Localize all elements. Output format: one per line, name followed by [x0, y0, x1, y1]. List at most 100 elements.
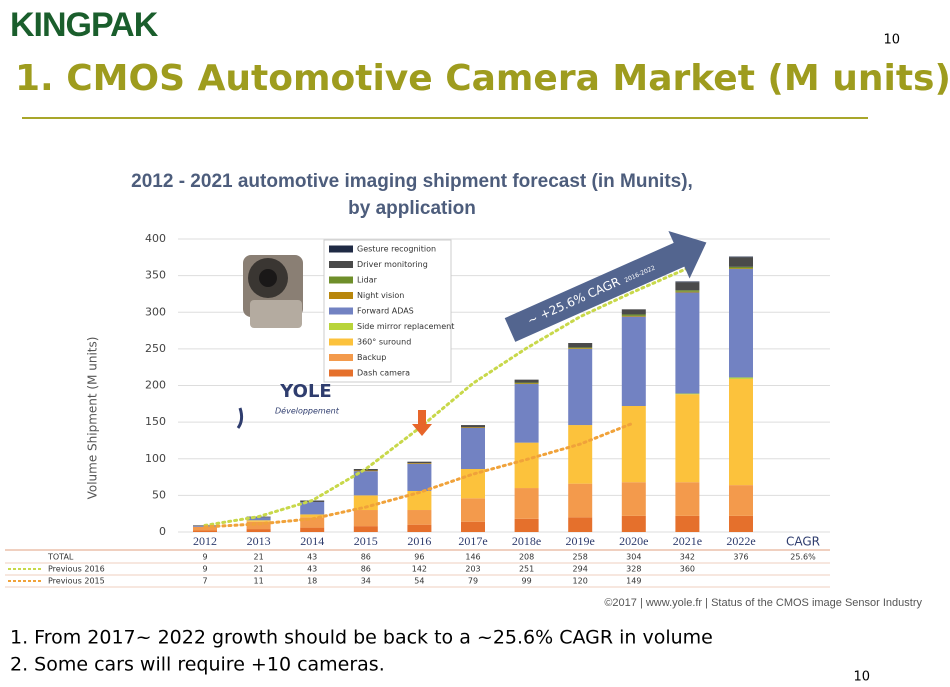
bullet: 2. Some cars will require +10 cameras. [10, 654, 385, 676]
legend-label: Backup [357, 353, 386, 362]
bar-segment [514, 488, 539, 519]
y-tick-label: 0 [159, 525, 166, 538]
bar-segment [729, 377, 753, 379]
bar-segment [193, 530, 217, 532]
y-tick-label: 400 [145, 232, 166, 245]
table-cell: 96 [414, 553, 424, 562]
bar-segment [407, 524, 432, 532]
bar-segment [514, 382, 539, 384]
bar-segment [729, 485, 753, 516]
bar-segment [729, 256, 753, 258]
legend-swatch [329, 354, 353, 361]
legend-swatch [329, 323, 353, 330]
x-tick-label: 2020e [619, 534, 648, 548]
bullet: 1. From 2017~ 2022 growth should be back… [10, 627, 713, 649]
bar-segment [621, 406, 646, 483]
bar-segment [568, 348, 593, 349]
bar-segment [246, 521, 271, 530]
bar-segment [461, 427, 485, 470]
chart-title: 2012 - 2021 automotive imaging shipment … [131, 171, 693, 192]
brand-sub: Développement [275, 406, 340, 416]
previous-forecast-line [203, 421, 636, 529]
bar-segment [675, 394, 700, 483]
bar-segment [729, 268, 753, 270]
table-cell: 7 [202, 577, 207, 586]
bar-segment [675, 282, 700, 291]
legend-swatch [329, 369, 353, 377]
x-tick-label: 2015 [354, 534, 378, 548]
bar-segment [568, 348, 593, 426]
legend-label: Forward ADAS [357, 307, 414, 316]
bar-segment [300, 527, 325, 532]
y-tick-label: 200 [145, 379, 166, 392]
x-tick-label: 2018e [512, 534, 541, 548]
x-tick-label: 2014 [300, 534, 324, 548]
legend-label: Dash camera [357, 369, 410, 378]
bar-segment [461, 521, 485, 532]
previous-forecast-line [203, 266, 689, 527]
bar-segment [246, 517, 271, 521]
legend-swatch [329, 245, 353, 253]
x-tick-label: 2016 [407, 534, 431, 548]
table-cell: 86 [361, 565, 371, 574]
bar-segment [246, 520, 271, 522]
x-tick-label: 2019e [566, 534, 595, 548]
footer-page-number: 10 [853, 670, 870, 684]
table-cell: 43 [307, 553, 317, 562]
table-cell: 9 [202, 565, 207, 574]
y-tick-label: 250 [145, 342, 166, 355]
bar-segment [193, 526, 217, 531]
page-number: 10 [883, 33, 900, 48]
bar-segment [568, 425, 593, 484]
y-axis-label: Volume Shipment (M units) [86, 337, 100, 500]
bar-segment [568, 517, 593, 532]
bar-segment [407, 490, 432, 511]
table-cell: 376 [733, 553, 748, 562]
bar-segment [675, 292, 700, 394]
bar-segment [729, 257, 753, 267]
bar-segment [729, 269, 753, 378]
table-cell: 9 [202, 553, 207, 562]
bar-segment [353, 510, 378, 527]
slide-title: 1. CMOS Automotive Camera Market (M unit… [15, 58, 950, 99]
table-cell: 21 [254, 565, 264, 574]
chart-subtitle: by application [348, 198, 476, 219]
table-cell: 251 [519, 565, 534, 574]
row-label: Previous 2016 [48, 565, 105, 574]
legend-label: Lidar [357, 276, 378, 285]
table-cell: 34 [361, 577, 371, 586]
bar-segment [675, 291, 700, 293]
table-cell: 18 [307, 577, 317, 586]
legend-label: Driver monitoring [357, 260, 428, 269]
table-cell: 21 [254, 553, 264, 562]
bar-segment [675, 515, 700, 532]
bar-segment [514, 442, 539, 489]
table-cell: 120 [573, 577, 588, 586]
x-tick-label: 2022e [726, 534, 755, 548]
bar-segment [568, 347, 593, 349]
y-tick-label: 350 [145, 269, 166, 282]
bar-segment [621, 316, 646, 407]
bar-segment [621, 482, 646, 516]
table-cell: 294 [573, 565, 588, 574]
table-cell: 304 [626, 553, 641, 562]
logo: KINGPAK [10, 6, 159, 44]
table-cell: 342 [680, 553, 695, 562]
legend-label: 360° suround [357, 338, 411, 347]
bar-segment [407, 461, 432, 464]
y-tick-label: 100 [145, 452, 166, 465]
brand-mark [236, 407, 244, 429]
bar-segment [407, 463, 432, 491]
bar-segment [675, 482, 700, 516]
legend-swatch [329, 307, 353, 315]
legend-swatch [329, 338, 353, 346]
source: ©2017 | www.yole.fr | Status of the CMOS… [604, 597, 922, 609]
bar-segment [300, 501, 325, 515]
bar-segment [461, 427, 485, 428]
bar-segment [300, 514, 325, 518]
bar-segment [729, 266, 753, 269]
table-cell: 79 [468, 577, 478, 586]
bar-segment [514, 383, 539, 385]
bar-segment [514, 518, 539, 532]
bar-segment [675, 281, 700, 283]
